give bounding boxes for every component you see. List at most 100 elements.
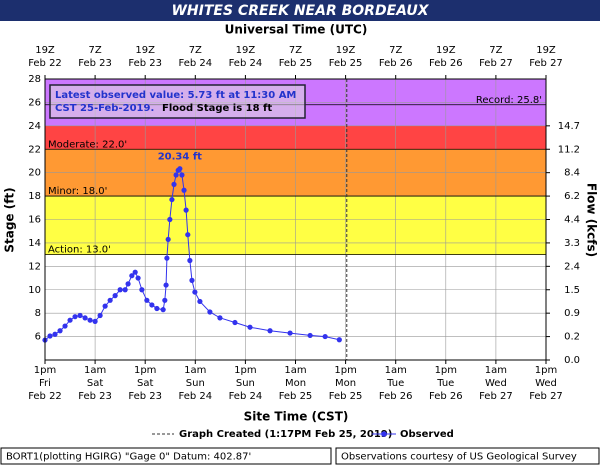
observed-point: [247, 324, 253, 330]
observed-point: [169, 196, 175, 203]
y-tick-label: 12: [28, 261, 41, 272]
observed-point: [72, 314, 78, 320]
x2-tick-label: 7Z: [489, 45, 502, 56]
y-tick-label: 22: [28, 144, 41, 155]
x2-tick-label: 19Z: [436, 45, 456, 56]
x2-tick-label: Feb 25: [329, 58, 363, 69]
observed-point: [179, 172, 185, 178]
observed-point: [135, 275, 141, 281]
observed-point: [173, 172, 179, 178]
observed-point: [163, 282, 169, 288]
x-tick-label: Fri: [39, 378, 51, 389]
x2-tick-label: Feb 23: [128, 58, 162, 69]
y-tick-label: 8: [35, 308, 41, 319]
observed-point: [125, 281, 131, 287]
observed-point: [307, 332, 313, 339]
x2-tick-label: 7Z: [389, 45, 402, 56]
x2-tick-label: Feb 23: [78, 58, 112, 69]
observed-point: [187, 257, 193, 264]
x2-tick-label: Feb 26: [379, 58, 413, 69]
y2-tick-label: 14.7: [558, 121, 580, 132]
top-axis-title: Universal Time (UTC): [225, 23, 368, 37]
y-tick-label: 14: [28, 238, 41, 249]
x-tick-label: Mon: [335, 378, 356, 389]
latest-note: Flood Stage is 18 ft: [162, 103, 272, 114]
observed-point: [232, 319, 238, 326]
y2-tick-label: 2.4: [564, 261, 580, 272]
observed-point: [287, 330, 293, 336]
peak-label: 20.34 ft: [158, 152, 202, 163]
observed-point: [154, 305, 160, 312]
y2-tick-label: 1.5: [564, 285, 580, 296]
x-tick-label: Sun: [236, 378, 255, 389]
x-tick-label: Feb 26: [379, 391, 413, 402]
x2-tick-label: 7Z: [88, 45, 101, 56]
x-tick-label: Feb 27: [479, 391, 513, 402]
y2-axis-title: Flow (kcfs): [585, 183, 599, 257]
observed-point: [197, 298, 203, 305]
y-tick-label: 16: [28, 215, 41, 226]
x-tick-label: 1pm: [435, 365, 457, 376]
observed-point: [77, 312, 83, 319]
x-tick-label: Feb 24: [178, 391, 212, 402]
observed-point: [167, 216, 173, 223]
observed-point: [107, 297, 113, 303]
x-tick-label: Wed: [535, 378, 557, 389]
x2-tick-label: 19Z: [236, 45, 256, 56]
x-tick-label: Feb 23: [78, 391, 112, 402]
observed-point: [267, 328, 273, 334]
x2-tick-label: Feb 22: [28, 58, 62, 69]
y-tick-label: 28: [28, 74, 41, 85]
footer-left: BORT1(plotting HGIRG) "Gage 0" Datum: 40…: [6, 452, 251, 463]
x2-tick-label: Feb 27: [529, 58, 563, 69]
x-tick-label: 1pm: [535, 365, 557, 376]
x2-tick-label: 7Z: [289, 45, 302, 56]
observed-point: [122, 287, 128, 293]
threshold-label: Record: 25.8': [476, 95, 542, 106]
y-tick-label: 6: [35, 332, 41, 343]
legend-label: Observed: [400, 429, 454, 440]
x-axis-title: Site Time (CST): [244, 410, 349, 424]
observed-point: [52, 331, 58, 337]
observed-point: [47, 333, 53, 339]
observed-point: [87, 317, 93, 323]
observed-point: [132, 269, 138, 275]
x-tick-label: Feb 27: [529, 391, 563, 402]
y-tick-label: 20: [28, 168, 41, 179]
title-bar: [0, 0, 600, 21]
latest-note: CST 25-Feb-2019.: [55, 103, 154, 114]
y2-tick-label: 8.4: [564, 168, 580, 179]
x-tick-label: 1am: [485, 365, 507, 376]
y2-tick-label: 0.9: [564, 308, 580, 319]
x2-tick-label: 19Z: [336, 45, 356, 56]
x2-tick-label: Feb 27: [479, 58, 513, 69]
plot-frame: [44, 78, 547, 361]
x2-tick-label: Feb 24: [178, 58, 212, 69]
y2-tick-label: 0.2: [564, 332, 580, 343]
threshold-label: Minor: 18.0': [48, 186, 107, 197]
observed-point: [102, 303, 108, 309]
footer-box: [335, 447, 600, 465]
observed-point: [336, 337, 342, 343]
observed-point: [67, 317, 73, 323]
observed-point: [112, 293, 118, 299]
observed-point: [177, 166, 183, 172]
x-tick-label: Tue: [436, 378, 454, 389]
observed-point: [92, 318, 98, 324]
observed-point: [117, 287, 123, 293]
observed-point: [183, 207, 189, 213]
observed-point: [217, 315, 223, 321]
x-tick-label: Tue: [386, 378, 404, 389]
legend-swatch: [381, 431, 387, 437]
legend-label: Graph Created (1:17PM Feb 25, 2019): [179, 429, 392, 440]
observed-point: [192, 289, 198, 295]
latest-note-box: [49, 84, 306, 119]
observed-point: [164, 255, 170, 261]
threshold-label: Moderate: 22.0': [48, 139, 127, 150]
x-tick-label: 1am: [385, 365, 407, 376]
y2-tick-label: 11.2: [558, 144, 580, 155]
x-tick-label: Sat: [137, 378, 153, 389]
x2-tick-label: 19Z: [35, 45, 55, 56]
x-tick-label: Feb 24: [229, 391, 263, 402]
